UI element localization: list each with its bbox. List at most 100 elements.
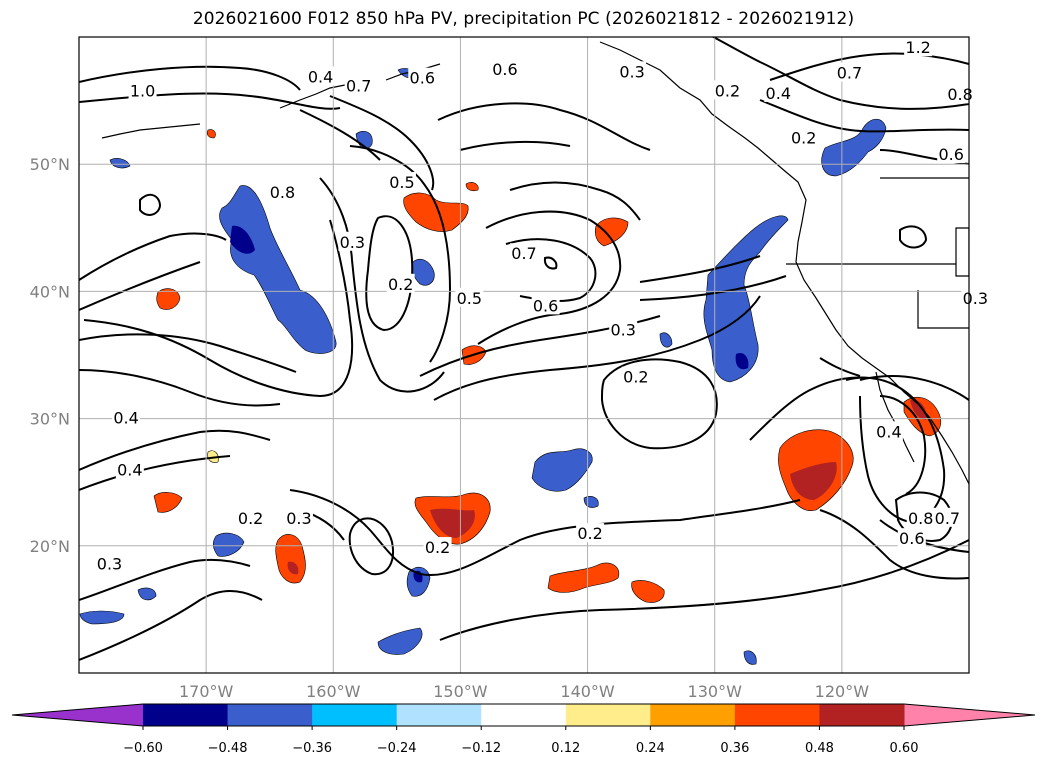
- svg-text:0.2: 0.2: [623, 368, 648, 387]
- svg-text:0.8: 0.8: [270, 183, 295, 202]
- svg-text:0.4: 0.4: [113, 408, 138, 427]
- plot-area: [79, 37, 969, 673]
- lat-tick-label: 40°N: [30, 282, 70, 301]
- svg-text:0.2: 0.2: [715, 81, 740, 100]
- precip-blob: [821, 118, 887, 177]
- precip-blob: [703, 215, 789, 383]
- contour-label: 0.6: [490, 58, 519, 79]
- contour-label: 0.3: [618, 61, 647, 81]
- svg-text:0.6: 0.6: [938, 145, 963, 164]
- contour-labels: 1.00.4 0.7 0.6 0.6 0.30.2 0.40.20.71.20.80.60…: [95, 37, 990, 574]
- svg-text:0.2: 0.2: [425, 538, 450, 557]
- colorbar-tick-label: 0.60: [890, 741, 919, 756]
- colorbar-tick-label: −0.48: [208, 741, 248, 756]
- svg-text:0.2: 0.2: [791, 128, 816, 147]
- svg-text:0.3: 0.3: [610, 321, 635, 340]
- svg-text:0.7: 0.7: [511, 244, 536, 263]
- contour-label: 0.8: [268, 182, 297, 202]
- colorbar-tick-label: 0.12: [551, 741, 580, 756]
- contour-label: 1.2: [904, 37, 933, 57]
- svg-text:0.3: 0.3: [340, 233, 365, 252]
- precip-blob: [594, 217, 629, 247]
- contour-label: 0.3: [284, 507, 313, 528]
- svg-text:0.7: 0.7: [935, 509, 960, 528]
- contour-label: 0.5: [387, 172, 416, 192]
- svg-text:0.6: 0.6: [492, 60, 517, 79]
- svg-text:0.7: 0.7: [837, 64, 862, 83]
- contour-label: 0.6: [408, 67, 437, 88]
- colorbar-segment: [565, 704, 651, 726]
- contour-label: 1.0: [128, 80, 157, 100]
- precip-blob: [547, 562, 620, 593]
- contour-label: 0.2: [789, 127, 818, 147]
- contour-label: 0.6: [937, 144, 966, 164]
- colorbar-segment: [396, 704, 482, 726]
- svg-text:0.3: 0.3: [619, 62, 644, 81]
- contour-label: 0.8: [906, 507, 935, 528]
- colorbar-segment: [819, 704, 905, 726]
- contour-label: 0.3: [961, 287, 990, 308]
- precip-blob: [377, 627, 423, 655]
- svg-text:0.3: 0.3: [963, 289, 988, 308]
- precip-blob: [465, 182, 479, 192]
- svg-text:0.3: 0.3: [286, 509, 311, 528]
- precip-blob: [153, 492, 183, 513]
- precip-blob-core: [230, 225, 255, 254]
- contour-label: 0.2: [576, 523, 605, 543]
- precip-blob-core: [287, 561, 299, 575]
- contour-label: 0.2: [423, 537, 452, 557]
- colorbar-segment: [312, 704, 398, 726]
- colorbar-under-extension: [12, 704, 143, 726]
- lat-tick-label: 50°N: [30, 155, 70, 174]
- map-gridlines: [79, 37, 969, 673]
- precip-blob: [206, 129, 216, 139]
- contour-label: 0.2: [713, 80, 742, 100]
- svg-text:0.2: 0.2: [238, 509, 263, 528]
- svg-text:1.2: 1.2: [905, 38, 930, 57]
- contour-label: 0.4: [306, 66, 335, 86]
- lon-tick-label: 130°W: [688, 682, 743, 701]
- colorbar-segment: [227, 704, 313, 726]
- contour-label: 0.7: [510, 243, 538, 263]
- colorbar-tick-label: −0.12: [461, 741, 501, 756]
- precip-blob-core: [735, 352, 749, 370]
- lon-tick-label: 170°W: [179, 682, 234, 701]
- contour-label: 0.2: [621, 366, 650, 387]
- contour-label: 0.4: [112, 407, 141, 427]
- svg-text:1.0: 1.0: [130, 81, 155, 100]
- latitude-tick-labels: 20°N 30°N 40°N 50°N: [30, 155, 70, 556]
- precip-blob: [79, 610, 125, 625]
- precip-negative-areas: [79, 68, 887, 665]
- svg-text:0.6: 0.6: [899, 529, 924, 548]
- colorbar-tick-label: −0.24: [377, 741, 417, 756]
- contour-label: 0.7: [933, 507, 962, 528]
- precip-blob: [156, 288, 181, 310]
- contour-label: 0.4: [764, 82, 793, 103]
- contour-label: 0.7: [835, 62, 864, 83]
- precip-blob-core: [430, 508, 475, 538]
- lon-tick-label: 150°W: [433, 682, 488, 701]
- lon-tick-label: 140°W: [560, 682, 615, 701]
- contour-label: 0.5: [455, 287, 484, 308]
- colorbar: −0.60 −0.48 −0.36 −0.24 −0.12 0.12 0.24 0.36 0.4…: [11, 703, 1036, 756]
- colorbar-over-extension: [904, 704, 1035, 726]
- svg-text:0.2: 0.2: [388, 275, 413, 294]
- precip-blob: [137, 587, 157, 601]
- precip-blob: [531, 448, 593, 492]
- contour-label: 0.8: [946, 84, 975, 104]
- colorbar-tick-label: 0.48: [805, 741, 834, 756]
- svg-text:0.4: 0.4: [308, 67, 333, 86]
- svg-text:0.4: 0.4: [766, 84, 791, 103]
- svg-text:0.6: 0.6: [533, 296, 558, 315]
- colorbar-segment: [481, 704, 567, 726]
- svg-text:0.3: 0.3: [97, 555, 122, 574]
- lat-tick-label: 20°N: [30, 537, 70, 556]
- contour-label: 0.7: [344, 75, 373, 95]
- colorbar-tick-label: 0.24: [636, 741, 665, 756]
- precip-blob: [659, 332, 673, 348]
- colorbar-segment: [143, 704, 229, 726]
- contour-label: 0.6: [531, 295, 560, 315]
- contour-label: 0.4: [115, 459, 144, 479]
- precip-blob-core: [910, 399, 927, 420]
